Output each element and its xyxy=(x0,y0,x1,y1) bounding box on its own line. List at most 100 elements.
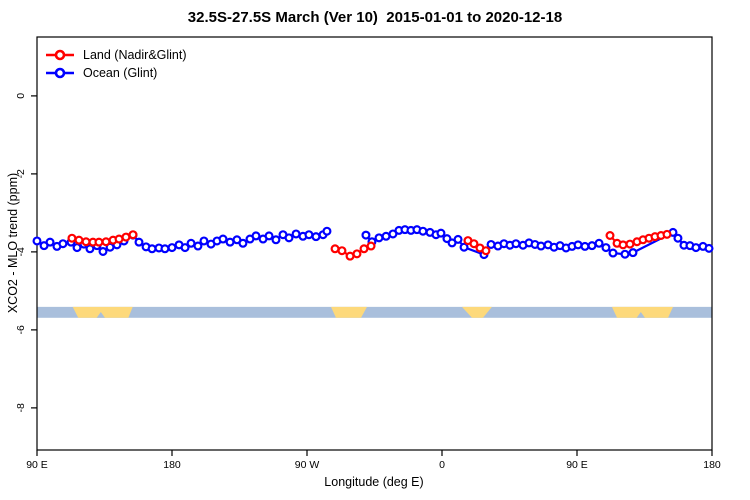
data-point xyxy=(128,230,138,240)
data-point xyxy=(322,226,332,236)
y-axis: 0 -2 -4 -6 -8 xyxy=(15,93,37,413)
legend-item-ocean: Ocean (Glint) xyxy=(45,64,187,81)
data-point xyxy=(359,244,369,254)
data-point xyxy=(271,235,281,245)
data-point xyxy=(72,243,82,253)
data-point xyxy=(361,230,371,240)
data-point xyxy=(580,241,590,251)
land-ocean-band xyxy=(37,306,712,318)
data-point xyxy=(337,246,347,256)
data-point xyxy=(691,243,701,253)
data-point xyxy=(264,231,274,241)
data-point xyxy=(284,233,294,243)
data-point xyxy=(251,231,261,241)
data-point xyxy=(225,237,235,247)
x-tick-label: 90 E xyxy=(566,459,588,471)
band-notch xyxy=(96,311,105,318)
data-point xyxy=(662,229,672,239)
data-point xyxy=(453,234,463,244)
land-band-segment xyxy=(461,306,492,318)
data-point xyxy=(32,236,42,246)
y-tick-label: -8 xyxy=(15,403,27,412)
x-tick-label: 90 E xyxy=(26,459,48,471)
chart-title: 32.5S-27.5S March (Ver 10) 2015-01-01 to… xyxy=(187,9,563,26)
data-point xyxy=(311,232,321,242)
land-band-segment xyxy=(72,306,133,318)
ocean-marker-icon xyxy=(46,67,74,78)
data-point xyxy=(147,244,157,254)
data-point xyxy=(98,246,108,256)
data-point xyxy=(134,237,144,247)
data-point xyxy=(67,233,77,243)
x-axis-title: Longitude (deg E) xyxy=(324,475,424,489)
data-point xyxy=(536,241,546,251)
data-point xyxy=(618,240,628,250)
data-point xyxy=(352,249,362,259)
data-point xyxy=(605,231,615,241)
data-point xyxy=(218,234,228,244)
data-point xyxy=(628,248,638,258)
legend-label-ocean: Ocean (Glint) xyxy=(83,65,158,80)
data-point xyxy=(180,243,190,253)
data-point xyxy=(160,244,170,254)
data-point xyxy=(101,237,111,247)
data-point xyxy=(601,243,611,253)
data-point xyxy=(199,236,209,246)
x-tick-label: 180 xyxy=(163,459,181,471)
data-point xyxy=(94,237,104,247)
data-point xyxy=(121,232,131,242)
data-point xyxy=(381,231,391,241)
data-point xyxy=(45,237,55,247)
data-point xyxy=(625,239,635,249)
data-point xyxy=(74,235,84,245)
x-axis: 90 E 180 90 W 0 90 E 180 xyxy=(26,450,721,471)
data-point xyxy=(345,251,355,261)
data-point xyxy=(469,239,479,249)
data-point xyxy=(673,233,683,243)
data-point xyxy=(608,248,618,258)
land-band-segment xyxy=(331,306,367,318)
data-point xyxy=(486,239,496,249)
data-point xyxy=(704,243,714,253)
data-point xyxy=(594,238,604,248)
legend-item-land: Land (Nadir&Glint) xyxy=(45,46,187,63)
data-point xyxy=(481,246,491,256)
series-land xyxy=(67,229,672,261)
legend-label-land: Land (Nadir&Glint) xyxy=(83,47,187,62)
y-tick-label: -4 xyxy=(15,247,27,256)
data-point xyxy=(366,241,376,251)
data-point xyxy=(193,241,203,251)
data-point xyxy=(186,238,196,248)
data-point xyxy=(81,237,91,247)
data-point xyxy=(511,239,521,249)
y-axis-title: XCO2 - MLO trend (ppm) xyxy=(6,172,20,314)
land-band-segment xyxy=(611,306,673,318)
data-point xyxy=(573,240,583,250)
data-point xyxy=(436,228,446,238)
data-point xyxy=(418,226,428,236)
data-point xyxy=(114,234,124,244)
y-tick-label: -6 xyxy=(15,325,27,334)
x-tick-label: 90 W xyxy=(295,459,320,471)
data-point xyxy=(587,241,597,251)
land-marker-icon xyxy=(46,49,74,60)
data-point xyxy=(238,238,248,248)
data-point xyxy=(374,233,384,243)
data-point xyxy=(620,249,630,259)
data-point xyxy=(330,244,340,254)
y-tick-label: -2 xyxy=(15,169,27,178)
band-notch xyxy=(636,311,645,318)
data-point xyxy=(459,242,469,252)
ocean-band xyxy=(37,306,712,318)
x-tick-label: 0 xyxy=(439,459,445,471)
data-point xyxy=(167,243,177,253)
legend: Land (Nadir&Glint) Ocean (Glint) xyxy=(45,46,187,81)
series-ocean xyxy=(32,225,714,260)
data-point xyxy=(58,239,68,249)
data-point xyxy=(291,229,301,239)
x-tick-label: 180 xyxy=(703,459,721,471)
y-tick-label: 0 xyxy=(15,93,27,99)
data-point xyxy=(304,230,314,240)
